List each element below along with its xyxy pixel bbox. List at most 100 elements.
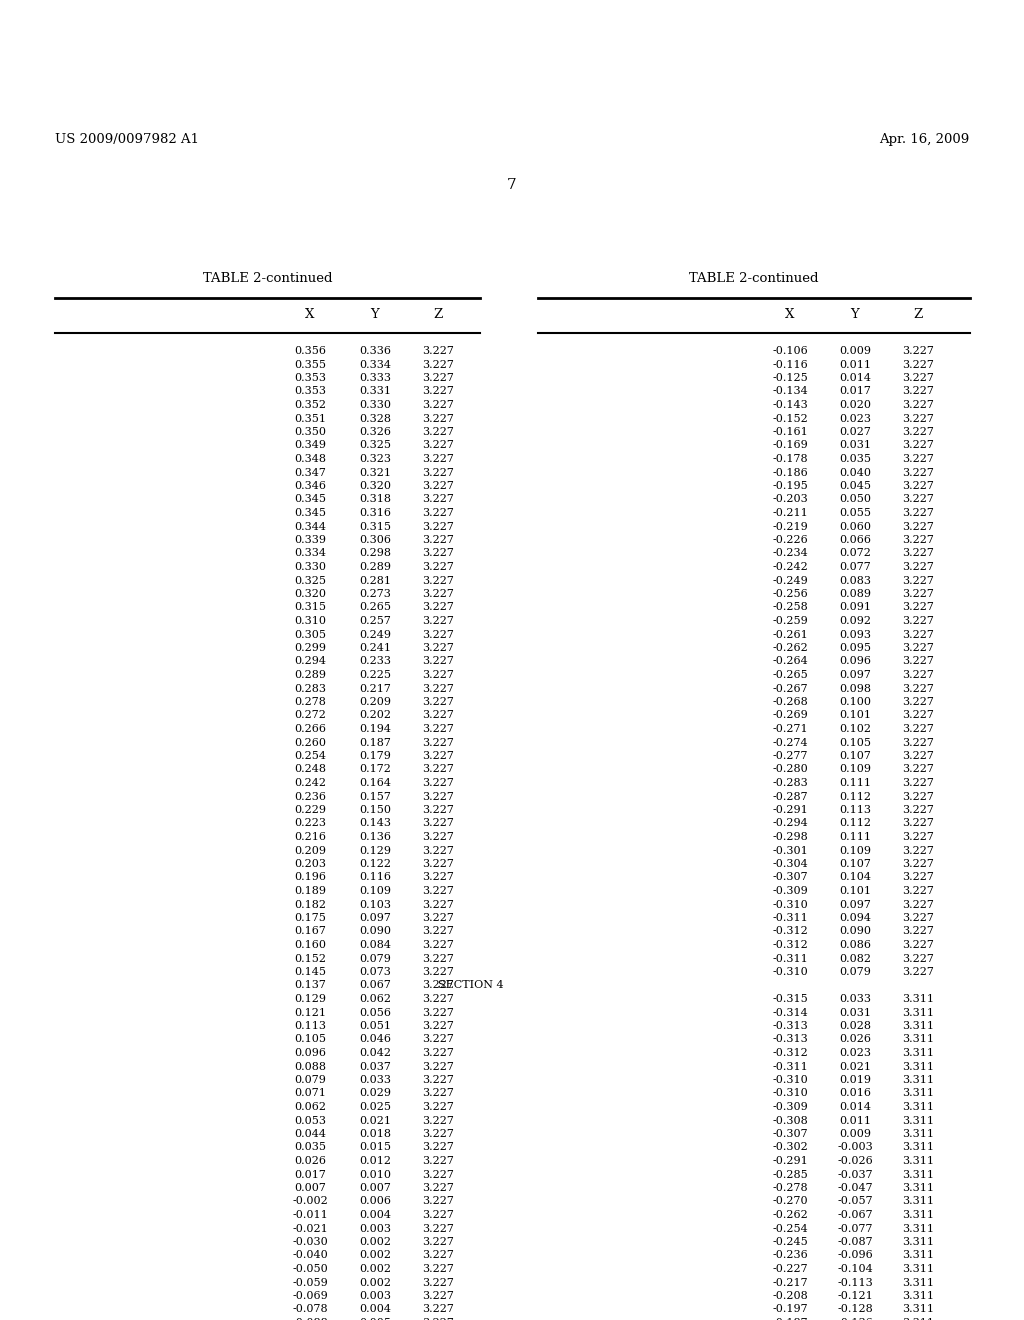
Text: 3.227: 3.227	[422, 859, 454, 869]
Text: -0.143: -0.143	[772, 400, 808, 411]
Text: 3.227: 3.227	[422, 953, 454, 964]
Text: -0.283: -0.283	[772, 777, 808, 788]
Text: -0.308: -0.308	[772, 1115, 808, 1126]
Text: 0.265: 0.265	[359, 602, 391, 612]
Text: 3.311: 3.311	[902, 1143, 934, 1152]
Text: 0.145: 0.145	[294, 968, 326, 977]
Text: 0.315: 0.315	[359, 521, 391, 532]
Text: -0.136: -0.136	[838, 1317, 872, 1320]
Text: 0.051: 0.051	[359, 1020, 391, 1031]
Text: 0.037: 0.037	[359, 1061, 391, 1072]
Text: 0.101: 0.101	[839, 886, 871, 896]
Text: 3.311: 3.311	[902, 1304, 934, 1315]
Text: 0.223: 0.223	[294, 818, 326, 829]
Text: 3.227: 3.227	[902, 913, 934, 923]
Text: -0.310: -0.310	[772, 1089, 808, 1098]
Text: 0.002: 0.002	[359, 1265, 391, 1274]
Text: -0.026: -0.026	[838, 1156, 872, 1166]
Text: 3.227: 3.227	[422, 723, 454, 734]
Text: 0.011: 0.011	[839, 359, 871, 370]
Text: 0.289: 0.289	[359, 562, 391, 572]
Text: 3.227: 3.227	[422, 1250, 454, 1261]
Text: 0.298: 0.298	[359, 549, 391, 558]
Text: 0.321: 0.321	[359, 467, 391, 478]
Text: -0.258: -0.258	[772, 602, 808, 612]
Text: -0.298: -0.298	[772, 832, 808, 842]
Text: 0.033: 0.033	[839, 994, 871, 1005]
Text: -0.050: -0.050	[292, 1265, 328, 1274]
Text: -0.310: -0.310	[772, 968, 808, 977]
Text: 3.227: 3.227	[902, 630, 934, 639]
Text: 0.025: 0.025	[359, 1102, 391, 1111]
Text: 3.227: 3.227	[422, 981, 454, 990]
Text: 3.227: 3.227	[422, 671, 454, 680]
Text: 3.227: 3.227	[422, 751, 454, 762]
Text: 3.227: 3.227	[422, 873, 454, 883]
Text: 3.311: 3.311	[902, 1129, 934, 1139]
Text: 3.227: 3.227	[902, 441, 934, 450]
Text: 0.056: 0.056	[359, 1007, 391, 1018]
Text: 0.346: 0.346	[294, 480, 326, 491]
Text: 3.227: 3.227	[902, 764, 934, 775]
Text: 0.187: 0.187	[359, 738, 391, 747]
Text: -0.021: -0.021	[292, 1224, 328, 1233]
Text: -0.312: -0.312	[772, 927, 808, 936]
Text: -0.261: -0.261	[772, 630, 808, 639]
Text: -0.254: -0.254	[772, 1224, 808, 1233]
Text: -0.121: -0.121	[838, 1291, 872, 1302]
Text: 3.227: 3.227	[902, 710, 934, 721]
Text: 0.062: 0.062	[359, 994, 391, 1005]
Text: 0.002: 0.002	[359, 1250, 391, 1261]
Text: 0.257: 0.257	[359, 616, 391, 626]
Text: 0.353: 0.353	[294, 374, 326, 383]
Text: 0.217: 0.217	[359, 684, 391, 693]
Text: -0.249: -0.249	[772, 576, 808, 586]
Text: 3.227: 3.227	[422, 1074, 454, 1085]
Text: -0.270: -0.270	[772, 1196, 808, 1206]
Text: 3.227: 3.227	[422, 1048, 454, 1059]
Text: 0.023: 0.023	[839, 413, 871, 424]
Text: 0.009: 0.009	[839, 346, 871, 356]
Text: 0.236: 0.236	[294, 792, 326, 801]
Text: 0.121: 0.121	[294, 1007, 326, 1018]
Text: 3.227: 3.227	[422, 805, 454, 814]
Text: -0.256: -0.256	[772, 589, 808, 599]
Text: 3.227: 3.227	[422, 1317, 454, 1320]
Text: 0.016: 0.016	[839, 1089, 871, 1098]
Text: 0.241: 0.241	[359, 643, 391, 653]
Text: Apr. 16, 2009: Apr. 16, 2009	[879, 133, 969, 147]
Text: 3.227: 3.227	[422, 643, 454, 653]
Text: 0.160: 0.160	[294, 940, 326, 950]
Text: 3.227: 3.227	[422, 1170, 454, 1180]
Text: 3.227: 3.227	[422, 764, 454, 775]
Text: -0.226: -0.226	[772, 535, 808, 545]
Text: 0.019: 0.019	[839, 1074, 871, 1085]
Text: -0.302: -0.302	[772, 1143, 808, 1152]
Text: -0.280: -0.280	[772, 764, 808, 775]
Text: 3.311: 3.311	[902, 1265, 934, 1274]
Text: 0.098: 0.098	[839, 684, 871, 693]
Text: 3.227: 3.227	[902, 886, 934, 896]
Text: -0.291: -0.291	[772, 805, 808, 814]
Text: 0.007: 0.007	[294, 1183, 326, 1193]
Text: 3.227: 3.227	[422, 1278, 454, 1287]
Text: 0.086: 0.086	[839, 940, 871, 950]
Text: 0.281: 0.281	[359, 576, 391, 586]
Text: 3.227: 3.227	[902, 832, 934, 842]
Text: 3.227: 3.227	[422, 1183, 454, 1193]
Text: 3.227: 3.227	[422, 413, 454, 424]
Text: 0.310: 0.310	[294, 616, 326, 626]
Text: 0.073: 0.073	[359, 968, 391, 977]
Text: 3.227: 3.227	[422, 346, 454, 356]
Text: 3.227: 3.227	[422, 359, 454, 370]
Text: -0.125: -0.125	[772, 374, 808, 383]
Text: -0.311: -0.311	[772, 953, 808, 964]
Text: -0.219: -0.219	[772, 521, 808, 532]
Text: 0.103: 0.103	[359, 899, 391, 909]
Text: 3.227: 3.227	[422, 832, 454, 842]
Text: 0.143: 0.143	[359, 818, 391, 829]
Text: 0.316: 0.316	[359, 508, 391, 517]
Text: 3.227: 3.227	[422, 387, 454, 396]
Text: SECTION 4: SECTION 4	[438, 981, 504, 990]
Text: 0.091: 0.091	[839, 602, 871, 612]
